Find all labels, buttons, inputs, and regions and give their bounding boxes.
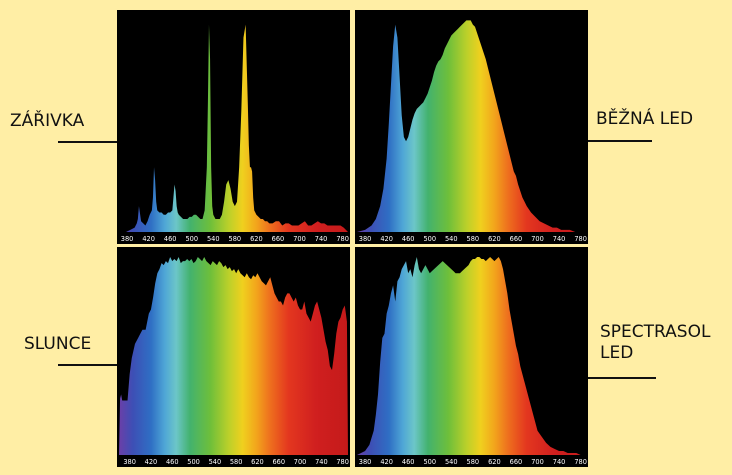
- x-tick-label: 580: [467, 458, 480, 466]
- spectrum-area: [357, 257, 586, 455]
- x-tick-label: 420: [380, 235, 393, 243]
- chart-zarivka: 380 420 460 500 540 580 620 660 700 740 780: [119, 24, 349, 243]
- x-tick-label: 740: [553, 458, 566, 466]
- x-tick-label: 660: [510, 458, 523, 466]
- chart-panel-zarivka: 380 420 460 500 540 580 620 660 700 740 780: [117, 10, 350, 244]
- chart-panel-bezna: 380 420 460 500 540 580 620 660 700 740 780: [355, 10, 588, 244]
- chart-panel-slunce: 380 420 460 500 540 580 620 660 700 740 780: [117, 247, 350, 467]
- x-tick-label: 460: [402, 458, 415, 466]
- x-tick-label: 580: [229, 235, 242, 243]
- x-tick-label: 540: [207, 235, 220, 243]
- x-tick-label: 780: [336, 458, 349, 466]
- x-tick-label: 500: [423, 235, 436, 243]
- x-tick-label: 700: [531, 235, 544, 243]
- x-tick-label: 380: [359, 458, 372, 466]
- chart-panel-spectrasol: 380 420 460 500 540 580 620 660 700 740 780: [355, 247, 588, 467]
- x-tick-label: 580: [467, 235, 480, 243]
- x-tick-label: 540: [445, 458, 458, 466]
- x-tick-label: 780: [574, 235, 587, 243]
- x-tick-label: 500: [423, 458, 436, 466]
- x-tick-label: 460: [164, 235, 177, 243]
- x-tick-label: 500: [187, 458, 200, 466]
- x-tick-label: 740: [315, 235, 328, 243]
- label-underline-zarivka: [58, 141, 117, 143]
- x-tick-label: 660: [272, 458, 285, 466]
- x-tick-label: 540: [209, 458, 222, 466]
- label-underline-spectrasol-led: [588, 377, 656, 379]
- chart-bezna: 380 420 460 500 540 580 620 660 700 740 780: [357, 20, 587, 243]
- x-tick-label: 660: [510, 235, 523, 243]
- x-tick-label: 540: [445, 235, 458, 243]
- x-tick-label: 580: [230, 458, 243, 466]
- spectrum-area: [119, 257, 348, 455]
- label-underline-bezna-led: [588, 140, 652, 142]
- x-tick-label: 380: [121, 235, 134, 243]
- spectrum-area: [357, 20, 586, 232]
- x-tick-label: 780: [574, 458, 587, 466]
- x-tick-label: 380: [123, 458, 136, 466]
- chart-slunce: 380 420 460 500 540 580 620 660 700 740 780: [119, 257, 349, 466]
- x-tick-label: 620: [250, 235, 263, 243]
- x-tick-label: 380: [359, 235, 372, 243]
- chart-spectrasol: 380 420 460 500 540 580 620 660 700 740 780: [357, 257, 587, 466]
- x-tick-label: 500: [185, 235, 198, 243]
- x-tick-label: 700: [294, 458, 307, 466]
- x-tick-label: 740: [315, 458, 328, 466]
- x-tick-label: 700: [531, 458, 544, 466]
- x-tick-label: 420: [142, 235, 155, 243]
- x-tick-label: 780: [336, 235, 349, 243]
- label-spectrasol-led: SPECTRASOL LED: [600, 322, 711, 363]
- spectrum-area: [119, 24, 348, 232]
- x-tick-label: 420: [145, 458, 158, 466]
- x-tick-label: 620: [488, 458, 501, 466]
- x-tick-label: 620: [251, 458, 264, 466]
- x-tick-label: 660: [272, 235, 285, 243]
- label-bezna-led: BĚŽNÁ LED: [596, 109, 694, 129]
- label-zarivka: ZÁŘIVKA: [10, 111, 85, 131]
- x-tick-label: 460: [402, 235, 415, 243]
- x-tick-label: 460: [166, 458, 179, 466]
- label-underline-slunce: [58, 364, 117, 366]
- x-tick-label: 420: [380, 458, 393, 466]
- x-tick-label: 620: [488, 235, 501, 243]
- x-tick-label: 740: [553, 235, 566, 243]
- x-tick-label: 700: [293, 235, 306, 243]
- label-slunce: SLUNCE: [24, 334, 92, 354]
